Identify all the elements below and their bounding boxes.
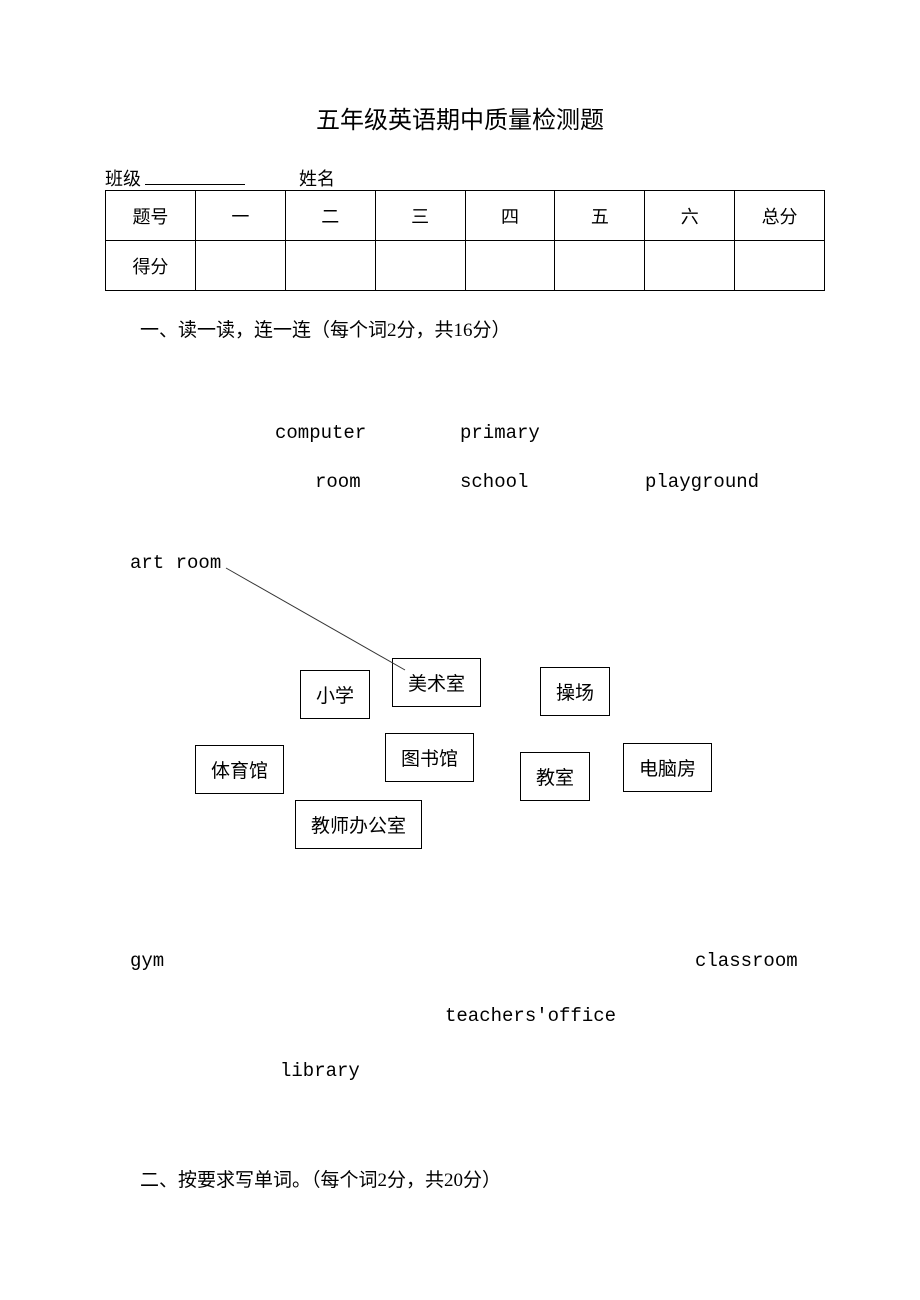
box-jiaoshi: 教室 [520, 752, 590, 801]
class-label: 班级 [105, 165, 141, 191]
table-cell [375, 241, 465, 291]
word-library: library [280, 1060, 360, 1082]
table-cell: 六 [645, 191, 735, 241]
table-cell [555, 241, 645, 291]
table-cell-header: 得分 [106, 241, 196, 291]
section1-heading: 一、读一读，连一连（每个词2分，共16分） [140, 315, 511, 342]
table-cell: 总分 [735, 191, 825, 241]
table-cell: 二 [285, 191, 375, 241]
word-classroom: classroom [695, 950, 798, 972]
box-meishushi: 美术室 [392, 658, 481, 707]
word-school: school [460, 471, 528, 493]
word-art-room: art room [130, 552, 221, 574]
box-xiaoxue: 小学 [300, 670, 370, 719]
table-cell [465, 241, 555, 291]
line-artroom-meishushi [226, 568, 405, 670]
word-gym: gym [130, 950, 164, 972]
section2-heading: 二、按要求写单词。（每个词2分，共20分） [140, 1165, 501, 1192]
box-caochang: 操场 [540, 667, 610, 716]
page-title: 五年级英语期中质量检测题 [0, 0, 920, 135]
word-primary: primary [460, 422, 540, 444]
table-row: 题号 一 二 三 四 五 六 总分 [106, 191, 825, 241]
word-teachers-office: teachers'office [445, 1005, 616, 1027]
table-cell-header: 题号 [106, 191, 196, 241]
box-tiyuguan: 体育馆 [195, 745, 284, 794]
table-cell: 一 [195, 191, 285, 241]
box-diannaofang: 电脑房 [623, 743, 712, 792]
name-label: 姓名 [299, 165, 335, 191]
word-room: room [315, 471, 361, 493]
table-cell: 五 [555, 191, 645, 241]
word-playground: playground [645, 471, 759, 493]
class-underline [145, 184, 245, 185]
table-cell [645, 241, 735, 291]
table-cell [735, 241, 825, 291]
box-jiaoshibangongshi: 教师办公室 [295, 800, 422, 849]
score-table: 题号 一 二 三 四 五 六 总分 得分 [105, 190, 825, 291]
word-computer: computer [275, 422, 366, 444]
header-row: 班级 姓名 [105, 165, 335, 191]
box-tushuguan: 图书馆 [385, 733, 474, 782]
table-cell: 三 [375, 191, 465, 241]
table-cell: 四 [465, 191, 555, 241]
table-cell [285, 241, 375, 291]
table-cell [195, 241, 285, 291]
table-row: 得分 [106, 241, 825, 291]
